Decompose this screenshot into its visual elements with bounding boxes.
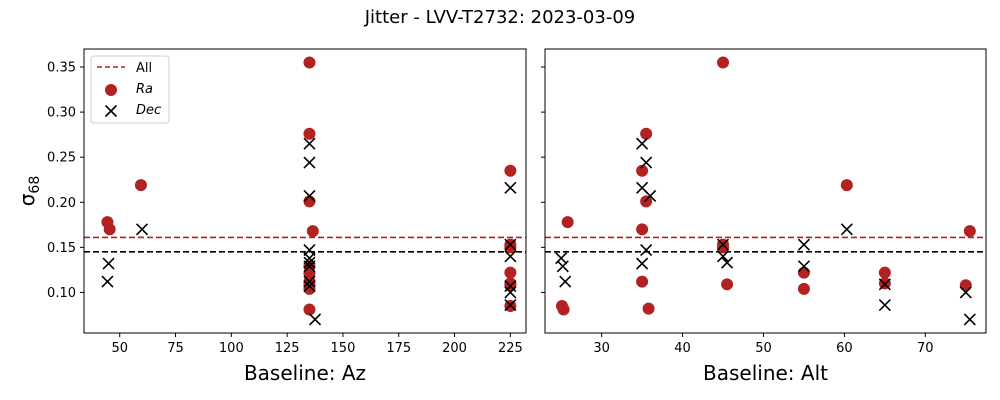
legend-label: Dec: [136, 103, 161, 118]
figure-title: Jitter - LVV-T2732: 2023-03-09: [364, 7, 636, 28]
dec-point: [878, 298, 891, 312]
dec-point: [797, 260, 811, 273]
dec-point: [636, 137, 649, 150]
ra-point: [303, 303, 316, 316]
x-tick-label: 40: [674, 341, 691, 356]
ra-point: [557, 303, 570, 316]
x-tick-label: 175: [386, 341, 411, 356]
y-tick-label: 0.15: [47, 241, 76, 256]
dec-point: [716, 238, 730, 251]
y-tick-label: 0.10: [47, 286, 76, 301]
chart-panels: 50 75 100 125 150 175 200 225 0.10 0.15 0.20 0.25 0.…: [15, 48, 987, 385]
dec-point: [840, 223, 853, 236]
panel-2: 30 40 50 60 70 Baseline: Alt: [541, 48, 987, 385]
dec-point: [797, 238, 811, 251]
ra-point: [134, 179, 147, 192]
dec-point: [504, 286, 517, 299]
dec-point: [556, 260, 569, 273]
ra-point: [636, 164, 649, 177]
dec-point: [504, 238, 517, 251]
dec-point: [644, 189, 657, 203]
ra-point: [640, 195, 653, 208]
ra-point: [959, 279, 972, 292]
ra-point: [103, 223, 116, 236]
dec-point: [135, 223, 149, 236]
y-tick-label: 0.25: [47, 151, 76, 166]
ra-point: [504, 241, 517, 254]
x-tick-label: 50: [111, 341, 128, 356]
ra-point: [504, 266, 517, 279]
ra-point: [717, 56, 730, 69]
dec-point: [504, 298, 517, 312]
ra-point: [303, 56, 316, 69]
dec-point: [716, 250, 730, 263]
dec-point: [504, 181, 517, 194]
ra-point: [797, 282, 810, 295]
ra-point: [636, 275, 649, 288]
dec-point: [720, 256, 734, 269]
dec-point: [636, 257, 649, 270]
dec-point: [878, 278, 891, 291]
dec-point: [504, 250, 517, 263]
dec-point: [102, 257, 115, 270]
ra-point: [561, 216, 574, 229]
dec-point: [640, 243, 653, 257]
x-tick-label: 125: [275, 341, 300, 356]
x-axis-label: Baseline: Alt: [703, 361, 828, 385]
ra-point: [721, 278, 734, 291]
legend-frame: [90, 55, 170, 124]
ra-point: [878, 266, 891, 279]
dec-point: [303, 256, 316, 269]
dec-point: [303, 137, 316, 150]
legend: All Ra Dec: [90, 55, 170, 124]
ra-point: [797, 266, 810, 279]
dec-point: [303, 275, 316, 288]
dec-point: [303, 260, 316, 273]
ra-point: [504, 164, 517, 177]
dec-point: [559, 275, 572, 288]
dec-point: [303, 156, 316, 169]
ra-point: [303, 127, 316, 140]
dec-point: [303, 189, 316, 203]
ra-point: [840, 179, 853, 192]
ra-point: [963, 225, 976, 238]
x-tick-label: 150: [331, 341, 356, 356]
panel-1: 50 75 100 125 150 175 200 225 0.10 0.15 0.20 0.25 0.…: [47, 48, 527, 385]
x-tick-label: 75: [167, 341, 184, 356]
ra-point: [717, 241, 730, 254]
x-tick-label: 60: [836, 341, 853, 356]
dec-point: [303, 280, 316, 293]
plot-frame: [544, 48, 987, 334]
dec-point: [640, 156, 653, 169]
x-tick-label: 30: [593, 341, 610, 356]
legend-label: Ra: [136, 82, 153, 97]
dec-point: [101, 275, 114, 288]
dec-point: [308, 313, 322, 326]
ra-point: [640, 127, 653, 140]
y-tick-label: 0.30: [47, 106, 76, 121]
y-tick-label: 0.20: [47, 196, 76, 211]
y-tick-label: 0.35: [47, 61, 76, 76]
dec-point: [963, 313, 976, 326]
ra-point: [636, 223, 649, 236]
ra-point: [303, 195, 316, 208]
x-tick-label: 50: [755, 341, 772, 356]
x-tick-label: 70: [917, 341, 934, 356]
y-axis-label: σ68: [15, 176, 43, 207]
plot-frame: [83, 48, 527, 334]
x-tick-label: 100: [219, 341, 244, 356]
x-tick-label: 225: [498, 341, 523, 356]
dec-point: [959, 286, 972, 299]
x-axis-label: Baseline: Az: [244, 361, 366, 385]
x-tick-label: 200: [442, 341, 467, 356]
ra-point: [642, 302, 655, 315]
legend-marker-ra: [105, 84, 117, 96]
dec-point: [555, 252, 568, 265]
legend-marker-dec: [104, 104, 118, 118]
legend-label: All: [136, 61, 152, 76]
ra-point: [306, 225, 319, 238]
